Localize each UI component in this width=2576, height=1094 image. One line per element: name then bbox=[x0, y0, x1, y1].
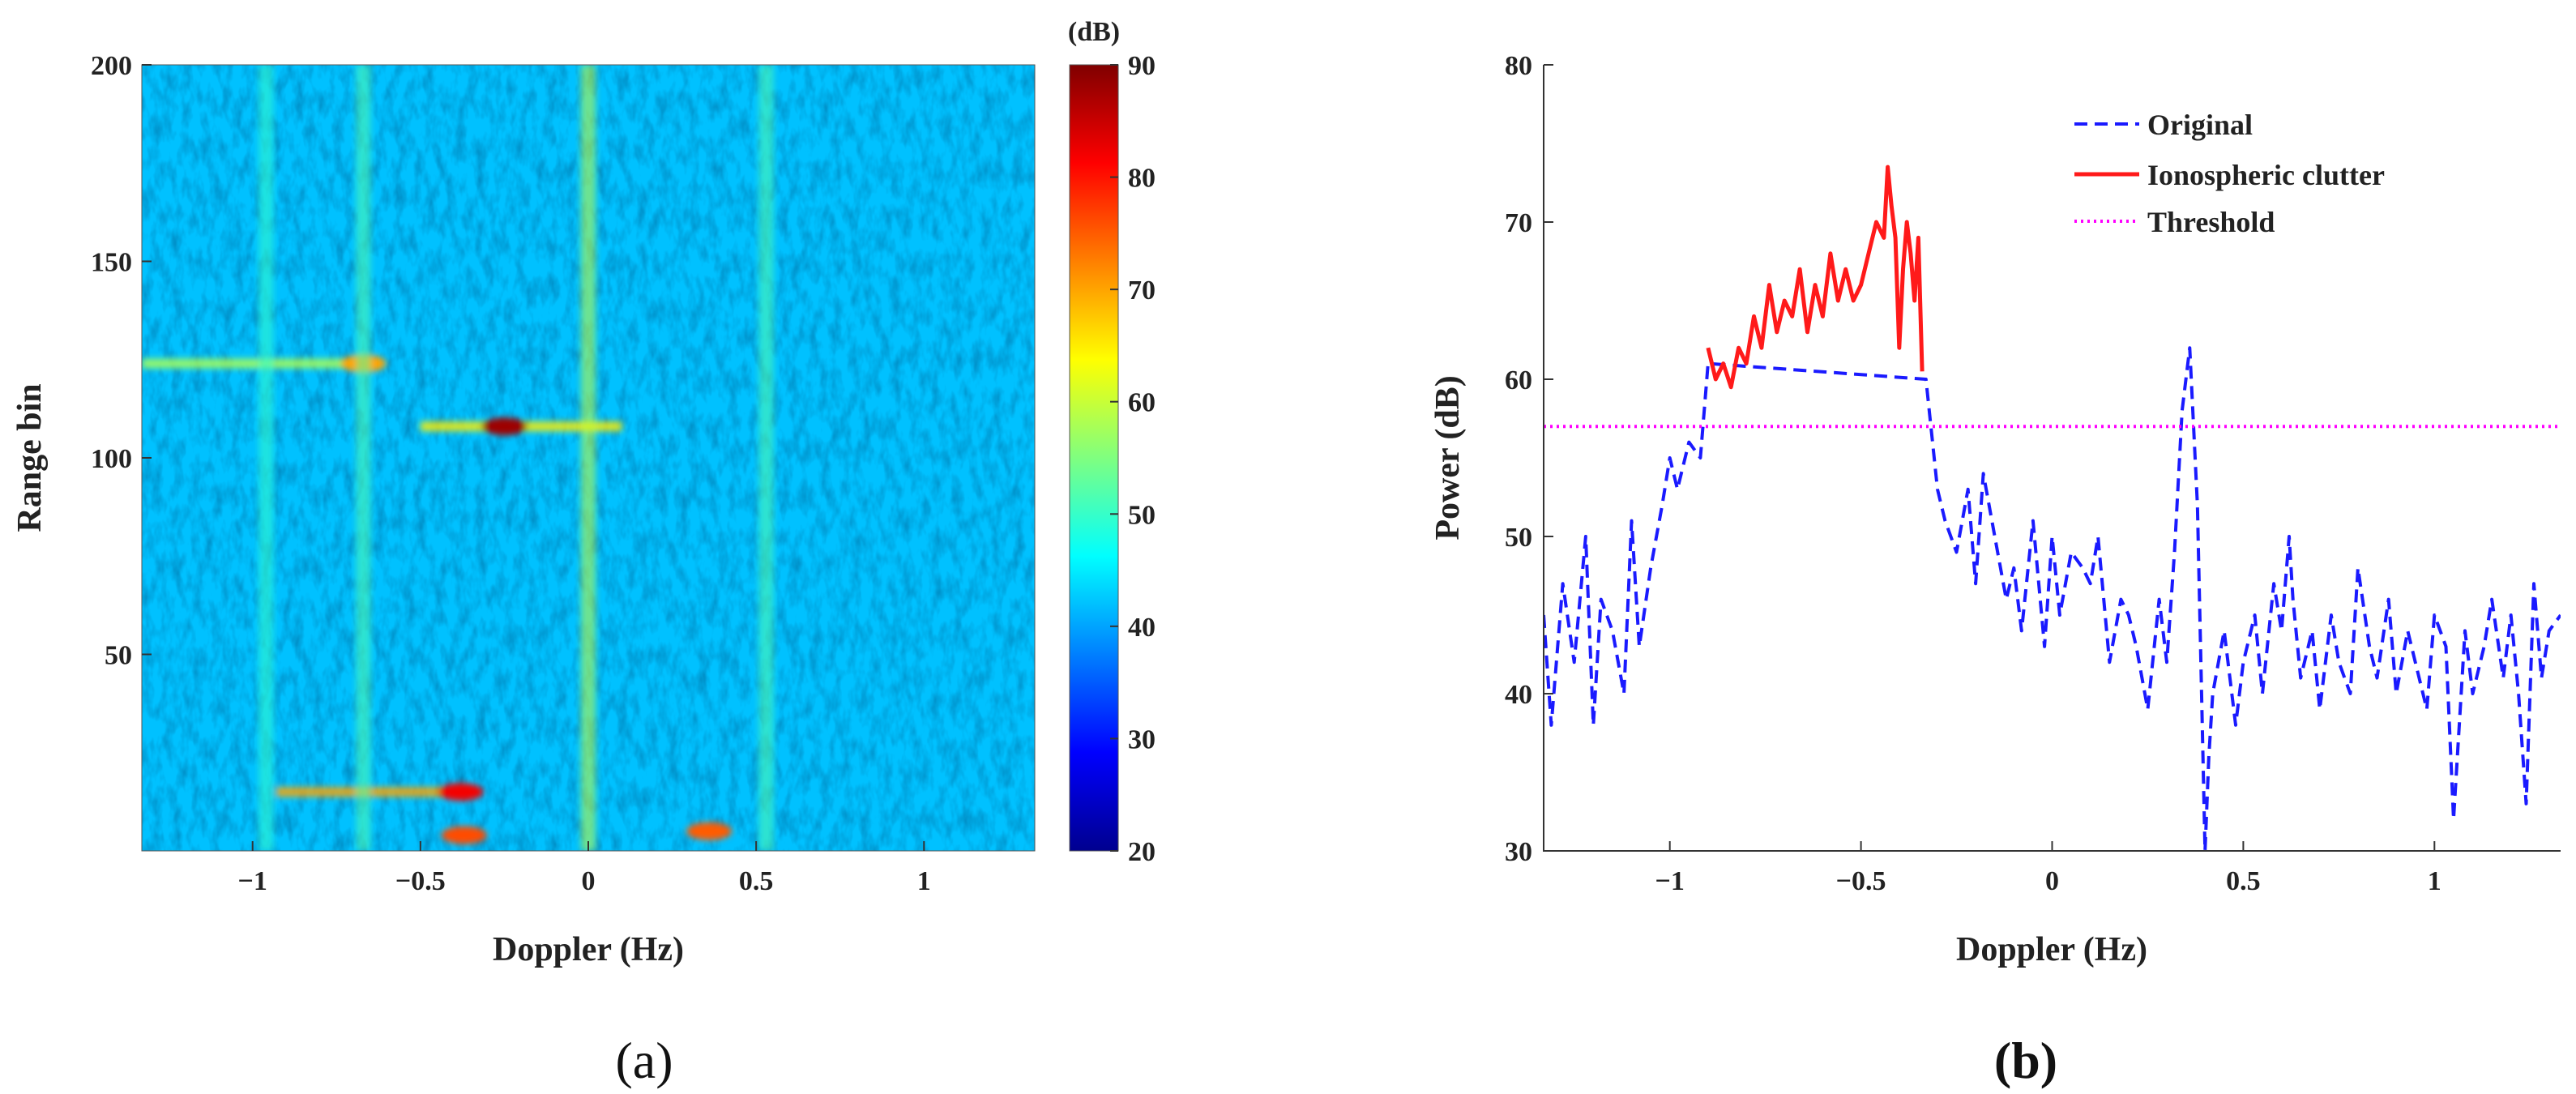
heatmap-panel: −1 −0.5 0 0.5 1 50 100 150 200 Doppler (Hz) Ran… bbox=[11, 17, 1156, 1089]
heatmap-x-ticks: −1 −0.5 0 0.5 1 bbox=[238, 841, 931, 896]
heatmap-y-tick-label: 50 bbox=[105, 641, 132, 671]
line-y-tick-label: 80 bbox=[1505, 51, 1532, 81]
heatmap-x-label: Doppler (Hz) bbox=[493, 931, 684, 968]
heatmap-x-tick-label: 0.5 bbox=[739, 866, 774, 896]
line-y-tick-label: 70 bbox=[1505, 208, 1532, 238]
heatmap-hotspot-7 bbox=[686, 822, 733, 840]
line-y-tick-label: 30 bbox=[1505, 837, 1532, 867]
colorbar-tick-label: 60 bbox=[1128, 388, 1156, 418]
line-series-group bbox=[1544, 165, 2561, 851]
heatmap-vertical-line-9 bbox=[258, 65, 274, 851]
colorbar-tick-label: 90 bbox=[1128, 51, 1156, 81]
heatmap-horizontal-line-4 bbox=[276, 787, 471, 797]
legend: Original Ionospheric clutter Threshold bbox=[2074, 109, 2385, 238]
colorbar-tick-label: 70 bbox=[1128, 276, 1156, 306]
heatmap-vertical-line-10 bbox=[356, 65, 371, 851]
colorbar-tick-label: 50 bbox=[1128, 500, 1156, 530]
heatmap-x-tick-label: −0.5 bbox=[395, 866, 446, 896]
heatmap-hotspot-6 bbox=[441, 826, 487, 844]
line-x-tick-label: 0.5 bbox=[2226, 866, 2261, 896]
line-x-ticks: −1 −0.5 0 0.5 1 bbox=[1655, 841, 2441, 896]
heatmap-y-tick-label: 200 bbox=[91, 51, 132, 81]
line-y-tick-label: 50 bbox=[1505, 523, 1532, 553]
colorbar-tick-label: 80 bbox=[1128, 164, 1156, 194]
heatmap-vertical-line-8 bbox=[581, 65, 596, 851]
series-line-ionospheric-clutter bbox=[1706, 165, 1925, 390]
colorbar bbox=[1069, 64, 1119, 852]
heatmap-x-tick-label: −1 bbox=[238, 866, 267, 896]
heatmap-vertical-line-11 bbox=[758, 65, 774, 851]
line-x-tick-label: −0.5 bbox=[1836, 866, 1886, 896]
line-x-tick-label: 0 bbox=[2045, 866, 2059, 896]
panel-label-b: (b) bbox=[1994, 1032, 2057, 1089]
line-x-label: Doppler (Hz) bbox=[1956, 931, 2147, 968]
heatmap-y-tick-label: 150 bbox=[91, 248, 132, 278]
series-line-original bbox=[1544, 346, 2561, 851]
heatmap-hotspot-3 bbox=[481, 417, 528, 436]
legend-label-original: Original bbox=[2147, 109, 2253, 141]
line-y-ticks: 30 40 50 60 70 80 bbox=[1505, 51, 1553, 867]
colorbar-label: (dB) bbox=[1068, 17, 1120, 47]
colorbar-tick-label: 30 bbox=[1128, 724, 1156, 754]
line-y-label: Power (dB) bbox=[1429, 375, 1467, 540]
line-y-tick-label: 60 bbox=[1505, 365, 1532, 395]
line-panel: −1 −0.5 0 0.5 1 30 40 50 60 70 80 Doppler (Hz) Po… bbox=[1429, 51, 2561, 1089]
heatmap-x-tick-label: 1 bbox=[917, 866, 931, 896]
colorbar-tick-label: 40 bbox=[1128, 613, 1156, 643]
heatmap-features bbox=[142, 65, 774, 851]
heatmap-y-ticks: 50 100 150 200 bbox=[91, 51, 152, 671]
heatmap-x-tick-label: 0 bbox=[582, 866, 596, 896]
line-y-tick-label: 40 bbox=[1505, 680, 1532, 710]
panel-label-a: (a) bbox=[615, 1032, 673, 1089]
heatmap-y-tick-label: 100 bbox=[91, 444, 132, 474]
heatmap-horizontal-line-0 bbox=[142, 358, 370, 369]
colorbar-tick-label: 20 bbox=[1128, 837, 1156, 867]
legend-label-ionospheric-clutter: Ionospheric clutter bbox=[2147, 159, 2385, 191]
colorbar-ticks: 20 30 40 50 60 70 80 90 bbox=[1110, 51, 1156, 867]
line-x-tick-label: 1 bbox=[2428, 866, 2441, 896]
line-x-tick-label: −1 bbox=[1655, 866, 1685, 896]
heatmap-hotspot-5 bbox=[438, 783, 484, 801]
line-axes bbox=[1543, 65, 2561, 852]
heatmap-y-label: Range bin bbox=[11, 383, 49, 532]
legend-label-threshold: Threshold bbox=[2147, 206, 2275, 238]
